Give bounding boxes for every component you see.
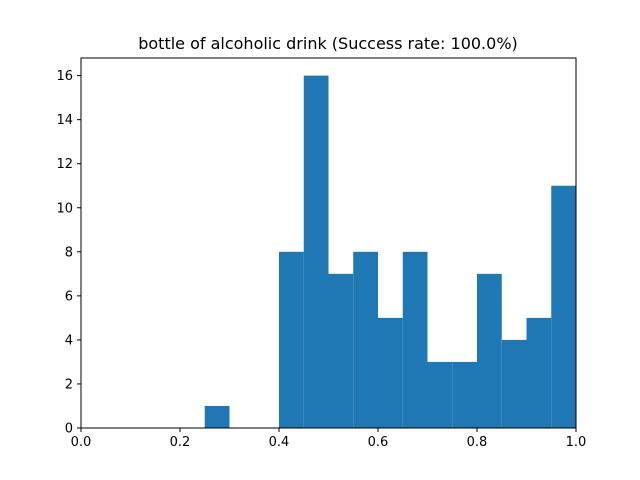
y-tick-label-8: 16 — [56, 69, 73, 84]
histogram-bar-10 — [328, 273, 354, 428]
x-tick-label-3: 0.6 — [368, 435, 389, 450]
histogram-bar-19 — [551, 185, 576, 428]
y-tick-label-1: 2 — [65, 377, 73, 392]
histogram-bar-12 — [378, 317, 403, 428]
histogram-bar-17 — [501, 339, 527, 428]
histogram-bar-11 — [353, 251, 378, 428]
x-tick-label-1: 0.2 — [170, 435, 191, 450]
x-tick-label-5: 1.0 — [566, 435, 587, 450]
histogram-bar-16 — [477, 273, 502, 428]
axes-group: 0.0 0.2 0.4 0.6 0.8 1.0 0 2 4 6 8 10 12 14 16 — [56, 57, 587, 450]
histogram-bar-8 — [279, 251, 304, 428]
histogram-bar-13 — [402, 251, 428, 428]
x-tick-label-0: 0.0 — [71, 435, 92, 450]
x-tick-label-4: 0.8 — [467, 435, 488, 450]
y-tick-label-5: 10 — [56, 201, 73, 216]
y-tick-label-2: 4 — [65, 333, 73, 348]
histogram-bar-18 — [526, 317, 552, 428]
histogram-bar-15 — [452, 361, 477, 428]
y-tick-label-3: 6 — [65, 289, 73, 304]
histogram-bar-14 — [427, 361, 453, 428]
plot-frame — [80, 57, 577, 429]
y-tick-label-6: 12 — [56, 157, 73, 172]
y-tick-label-7: 14 — [56, 113, 73, 128]
y-tick-label-0: 0 — [65, 422, 73, 437]
chart-title: bottle of alcoholic drink (Success rate:… — [138, 34, 518, 53]
histogram-bar-5 — [204, 405, 230, 428]
bars-group — [204, 75, 576, 428]
histogram-bar-9 — [303, 75, 329, 428]
x-tick-label-2: 0.4 — [269, 435, 290, 450]
y-tick-label-4: 8 — [65, 245, 73, 260]
